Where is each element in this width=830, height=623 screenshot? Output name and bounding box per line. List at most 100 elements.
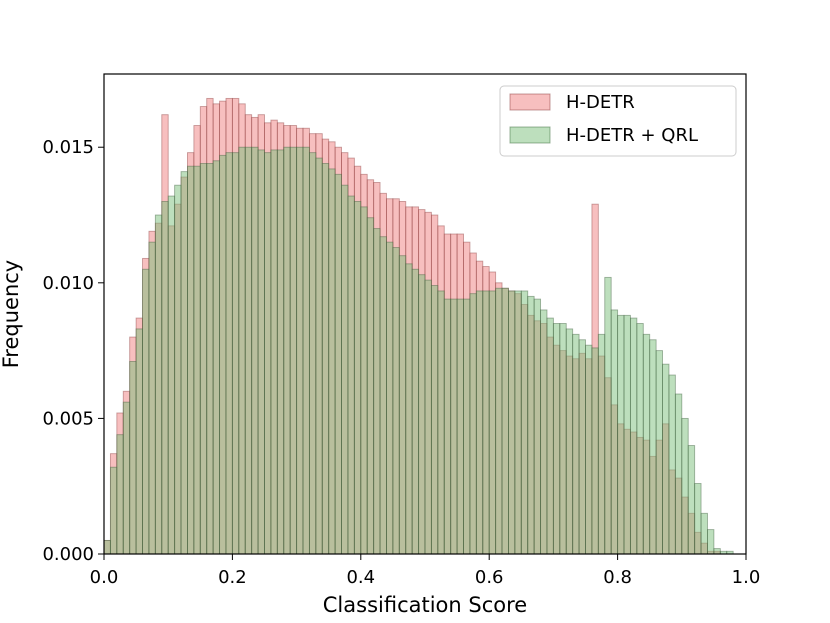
- bar: [109, 466, 118, 555]
- bar: [418, 274, 426, 555]
- x-tick-label: 0.0: [90, 567, 119, 588]
- bar: [193, 165, 201, 555]
- bar: [501, 287, 509, 555]
- bar: [225, 152, 233, 555]
- bar: [655, 350, 663, 555]
- bar: [450, 298, 458, 555]
- plot-frame: [103, 73, 747, 555]
- bar: [321, 163, 330, 555]
- bar: [315, 157, 323, 555]
- legend-swatch-h-detr-qrl: [509, 126, 551, 144]
- bar: [148, 241, 156, 555]
- bar: [360, 206, 368, 555]
- bar: [283, 146, 291, 555]
- bar: [488, 290, 497, 555]
- bar: [533, 298, 542, 555]
- bar: [674, 393, 683, 555]
- bar: [578, 339, 586, 555]
- bar: [212, 160, 221, 555]
- y-axis-label: Frequency: [0, 260, 23, 369]
- bar: [257, 149, 265, 555]
- bar: [508, 290, 516, 555]
- bar: [559, 323, 567, 555]
- x-axis-ticks: 0.0 0.2 0.4 0.6 0.8 1.0: [90, 554, 761, 588]
- bar: [424, 279, 432, 555]
- bar: [443, 298, 452, 555]
- bar: [540, 309, 548, 555]
- bar: [713, 548, 721, 555]
- bar: [662, 363, 670, 555]
- bar: [379, 236, 387, 555]
- bar: [154, 214, 163, 555]
- bar: [437, 290, 445, 555]
- x-tick-label: 0.2: [218, 567, 247, 588]
- bar: [597, 333, 606, 555]
- bar: [244, 146, 253, 555]
- bar: [180, 171, 188, 555]
- bar: [238, 146, 246, 555]
- bar: [591, 347, 599, 555]
- bar: [392, 247, 400, 555]
- bar: [103, 539, 111, 555]
- x-tick-label: 0.8: [603, 567, 632, 588]
- bar: [623, 314, 631, 555]
- bar: [405, 263, 413, 555]
- bar: [463, 298, 471, 555]
- bar: [546, 317, 554, 555]
- y-tick-label: 0.015: [42, 137, 94, 158]
- bar: [514, 290, 522, 555]
- bar: [129, 361, 137, 555]
- y-tick-label: 0.010: [42, 273, 94, 294]
- bar: [552, 323, 561, 555]
- bar: [604, 276, 612, 555]
- bar: [687, 445, 696, 555]
- bar: [642, 333, 651, 555]
- bar: [251, 146, 259, 555]
- bar: [302, 146, 310, 555]
- bar: [167, 195, 176, 555]
- x-axis-label: Classification Score: [323, 593, 527, 617]
- bar: [347, 195, 355, 555]
- bar: [469, 293, 477, 555]
- bar: [649, 339, 657, 555]
- bar: [694, 483, 702, 555]
- bar: [353, 201, 362, 555]
- bar: [276, 149, 285, 555]
- bar: [668, 374, 676, 555]
- bar: [520, 290, 529, 555]
- bar: [328, 168, 336, 555]
- bar: [135, 328, 143, 555]
- bar: [270, 149, 278, 555]
- bar: [161, 201, 169, 555]
- bar: [199, 163, 208, 555]
- bar: [398, 255, 407, 555]
- legend-swatch-h-detr: [509, 93, 551, 111]
- y-tick-label: 0.000: [42, 544, 94, 565]
- legend-label-h-detr-qrl: H-DETR + QRL: [566, 125, 698, 146]
- bar: [610, 309, 619, 555]
- legend-label-h-detr: H-DETR: [566, 92, 635, 113]
- y-axis-ticks: 0.000 0.005 0.010 0.015: [42, 137, 104, 565]
- bar: [617, 314, 625, 555]
- bar: [366, 217, 375, 555]
- bar: [142, 268, 150, 555]
- bar: [629, 317, 638, 555]
- bar: [707, 529, 715, 555]
- bar: [456, 298, 464, 555]
- bar: [308, 152, 317, 555]
- bar: [341, 184, 349, 555]
- bar: [187, 165, 195, 555]
- bar: [334, 173, 342, 555]
- y-tick-label: 0.005: [42, 408, 94, 429]
- bar: [527, 295, 535, 555]
- bar: [231, 152, 240, 555]
- bar: [122, 401, 131, 555]
- x-tick-label: 0.4: [346, 567, 375, 588]
- x-tick-label: 1.0: [732, 567, 761, 588]
- bar: [219, 154, 227, 555]
- bar: [430, 285, 439, 555]
- bar: [482, 290, 490, 555]
- bar: [475, 290, 484, 555]
- bar: [681, 417, 689, 555]
- legend: H-DETR H-DETR + QRL: [499, 85, 737, 157]
